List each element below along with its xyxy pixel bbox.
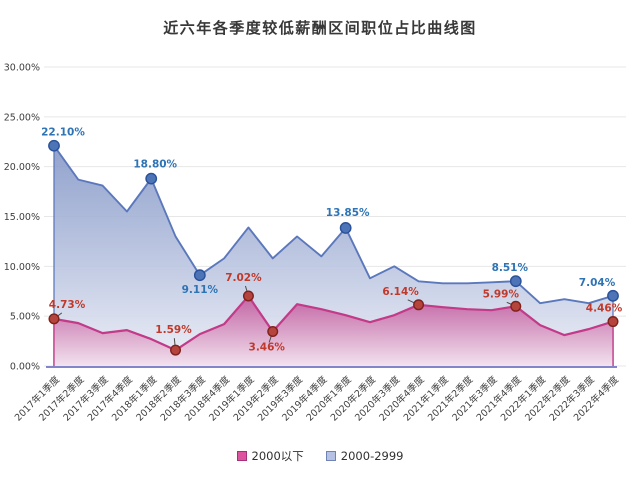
legend-label: 2000-2999 xyxy=(340,449,404,463)
data-point-marker xyxy=(510,300,522,312)
data-point-label: 4.73% xyxy=(49,299,86,311)
data-point-label: 7.02% xyxy=(225,272,262,284)
data-point-marker xyxy=(607,289,619,302)
legend-label: 2000以下 xyxy=(251,449,304,463)
y-axis-label: 30.00% xyxy=(4,63,40,74)
data-point-label: 6.14% xyxy=(382,286,419,298)
y-axis-label: 0.00% xyxy=(10,362,40,373)
data-point-marker xyxy=(145,172,158,185)
data-point-marker xyxy=(413,299,425,311)
y-axis-label: 5.00% xyxy=(10,312,40,323)
data-point-marker xyxy=(48,313,60,325)
chart-title: 近六年各季度较低薪酬区间职位占比曲线图 xyxy=(163,19,477,37)
y-axis-label: 10.00% xyxy=(4,262,40,273)
data-point-label: 1.59% xyxy=(155,324,192,336)
chart-legend: 2000以下 2000-2999 xyxy=(0,448,640,464)
y-axis-label: 25.00% xyxy=(4,112,40,123)
data-point-marker xyxy=(607,316,619,328)
data-point-label: 5.99% xyxy=(483,288,520,300)
y-axis-label: 15.00% xyxy=(4,212,40,223)
data-point-marker xyxy=(267,326,279,338)
data-point-label: 9.11% xyxy=(182,284,219,296)
data-point-marker xyxy=(242,290,254,302)
legend-swatch-pink xyxy=(236,451,247,461)
data-point-label: 7.04% xyxy=(579,277,616,289)
data-point-label: 22.10% xyxy=(41,127,85,139)
series-area-2000以下 xyxy=(54,296,613,366)
data-point-marker xyxy=(193,269,206,282)
data-point-marker xyxy=(170,344,182,356)
legend-item-below-2000: 2000以下 xyxy=(236,448,304,464)
data-point-marker xyxy=(509,275,522,288)
data-point-label: 3.46% xyxy=(249,342,286,354)
data-point-marker xyxy=(48,139,60,152)
legend-item-2000-2999: 2000-2999 xyxy=(325,449,404,463)
data-point-marker xyxy=(339,222,352,234)
y-axis-label: 20.00% xyxy=(4,162,40,173)
data-point-label: 8.51% xyxy=(492,262,529,274)
legend-swatch-blue xyxy=(325,451,336,461)
data-point-label: 13.85% xyxy=(326,207,370,219)
data-point-label: 18.80% xyxy=(133,159,177,171)
data-point-label: 4.46% xyxy=(586,303,623,315)
